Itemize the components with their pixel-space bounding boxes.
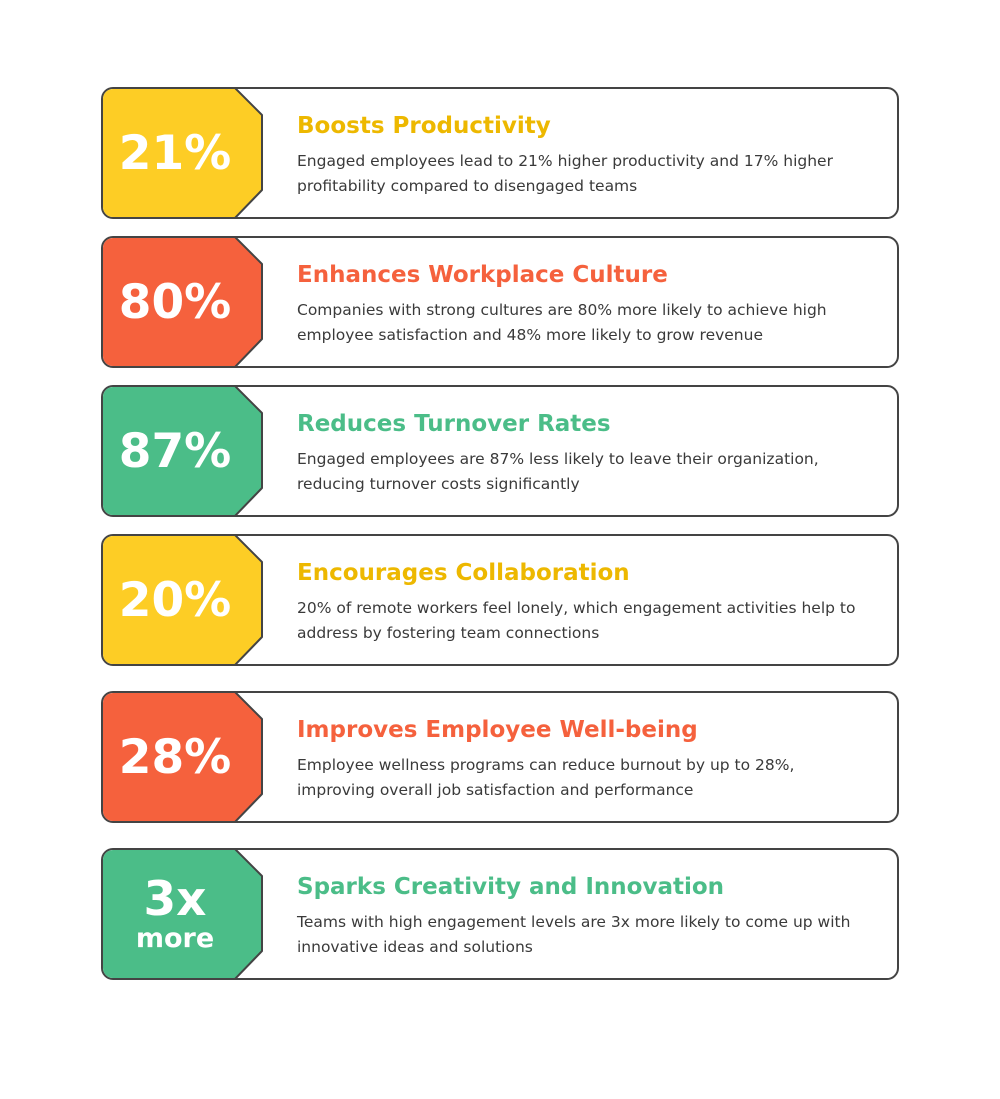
benefit-title: Sparks Creativity and Innovation bbox=[297, 874, 725, 900]
stat-value: 3x more bbox=[103, 850, 247, 978]
benefit-description: Employee wellness programs can reduce bu… bbox=[297, 756, 795, 799]
benefit-description: 20% of remote workers feel lonely, which… bbox=[297, 599, 856, 642]
benefit-description: Teams with high engagement levels are 3x… bbox=[297, 913, 851, 956]
stat-subtext: more bbox=[135, 923, 215, 954]
benefit-card: 80% Enhances Workplace Culture Companies… bbox=[101, 236, 899, 368]
stat-value: 87% bbox=[103, 387, 247, 515]
stat-value: 20% bbox=[103, 536, 247, 664]
benefit-card: 21% Boosts Productivity Engaged employee… bbox=[101, 87, 899, 219]
benefit-card: 3x more Sparks Creativity and Innovation … bbox=[101, 848, 899, 980]
stat-number: 87% bbox=[118, 423, 232, 479]
stat-number: 28% bbox=[118, 729, 232, 785]
benefit-description: Engaged employees are 87% less likely to… bbox=[297, 450, 819, 493]
benefit-card: 87% Reduces Turnover Rates Engaged emplo… bbox=[101, 385, 899, 517]
benefit-title: Encourages Collaboration bbox=[297, 560, 630, 586]
stat-value: 21% bbox=[103, 89, 247, 217]
stat-number: 80% bbox=[118, 274, 232, 330]
stat-badge bbox=[103, 238, 263, 366]
benefit-card: 20% Encourages Collaboration 20% of remo… bbox=[101, 534, 899, 666]
benefit-title: Improves Employee Well-being bbox=[297, 717, 698, 743]
benefit-description: Companies with strong cultures are 80% m… bbox=[297, 301, 827, 344]
benefit-title: Reduces Turnover Rates bbox=[297, 411, 611, 437]
benefit-title: Enhances Workplace Culture bbox=[297, 262, 668, 288]
stat-badge bbox=[103, 693, 263, 821]
benefit-description: Engaged employees lead to 21% higher pro… bbox=[297, 152, 833, 195]
stat-badge bbox=[103, 89, 263, 217]
stat-value: 80% bbox=[103, 238, 247, 366]
stat-number: 21% bbox=[118, 125, 232, 181]
benefit-title: Boosts Productivity bbox=[297, 113, 551, 139]
benefit-card: 28% Improves Employee Well-being Employe… bbox=[101, 691, 899, 823]
stat-value: 28% bbox=[103, 693, 247, 821]
stat-number: 20% bbox=[118, 572, 232, 628]
stat-badge bbox=[103, 536, 263, 664]
stat-badge bbox=[103, 387, 263, 515]
stat-badge bbox=[103, 850, 263, 978]
stat-number: 3x bbox=[143, 872, 207, 927]
